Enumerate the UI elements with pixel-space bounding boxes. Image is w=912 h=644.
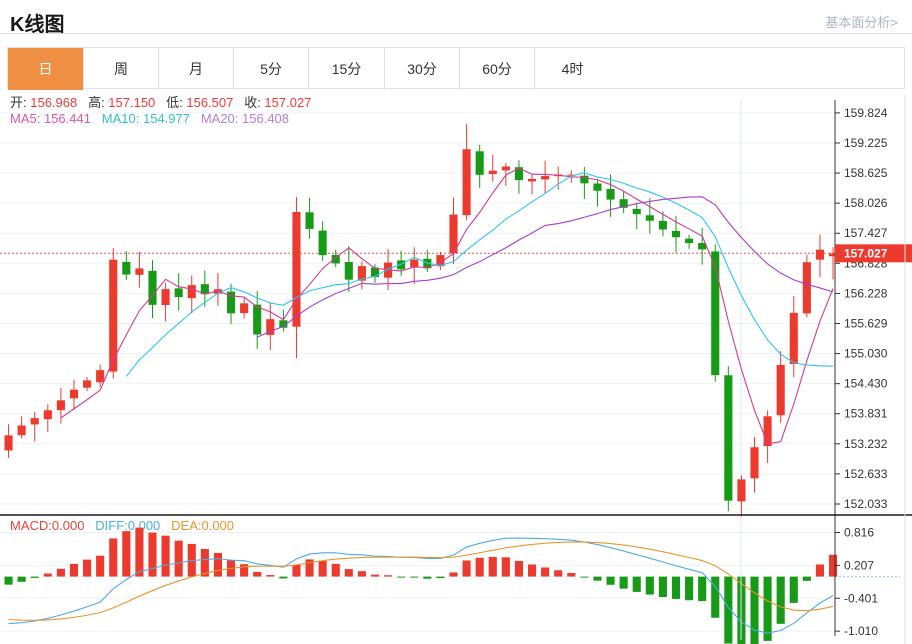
svg-text:153.831: 153.831: [844, 407, 888, 421]
svg-text:152.033: 152.033: [844, 497, 888, 511]
svg-text:159.824: 159.824: [844, 106, 888, 120]
svg-text:158.625: 158.625: [844, 166, 888, 180]
svg-text:157.427: 157.427: [844, 226, 888, 240]
svg-text:154.430: 154.430: [844, 377, 888, 391]
svg-text:0.207: 0.207: [844, 558, 874, 572]
svg-text:155.629: 155.629: [844, 316, 888, 330]
svg-text:156.228: 156.228: [844, 286, 888, 300]
svg-text:159.225: 159.225: [844, 136, 888, 150]
svg-text:157.027: 157.027: [844, 246, 888, 260]
svg-text:153.232: 153.232: [844, 437, 888, 451]
svg-text:-0.401: -0.401: [844, 591, 878, 605]
svg-text:158.026: 158.026: [844, 196, 888, 210]
svg-text:0.816: 0.816: [844, 526, 874, 540]
svg-text:-1.010: -1.010: [844, 624, 878, 638]
svg-text:152.633: 152.633: [844, 467, 888, 481]
svg-text:155.030: 155.030: [844, 347, 888, 361]
